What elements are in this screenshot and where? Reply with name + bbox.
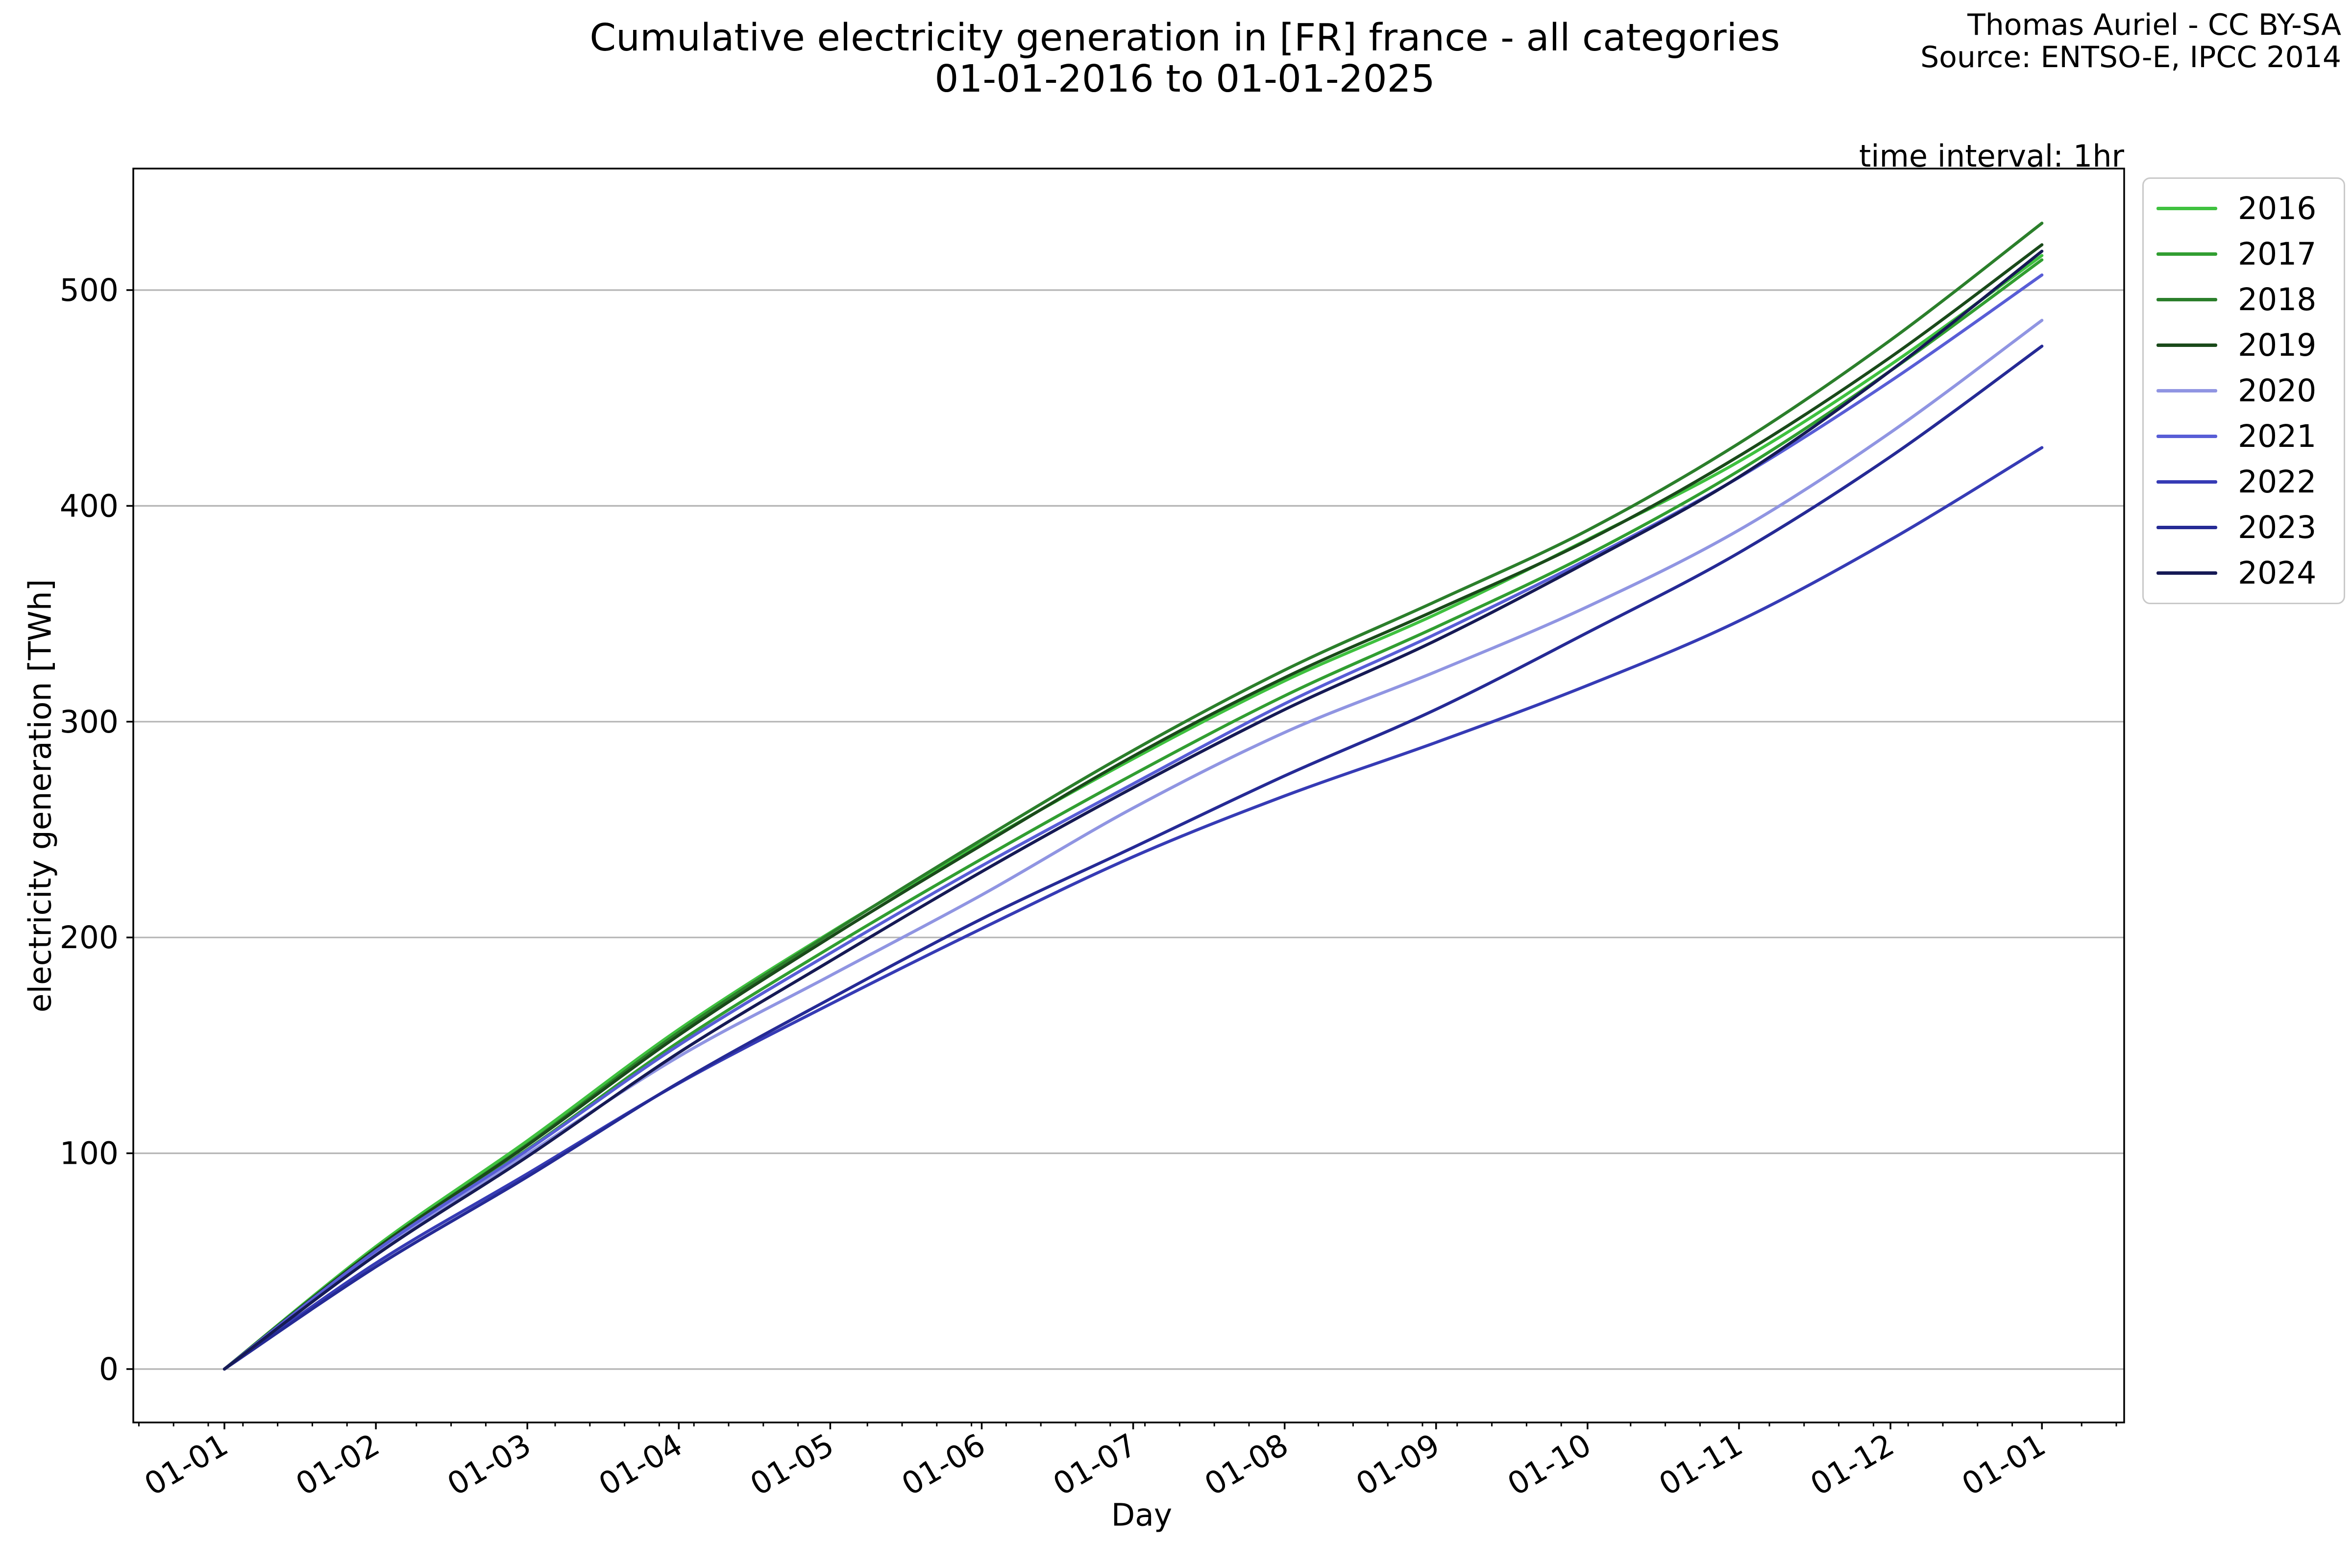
legend-label-2017: 2017 xyxy=(2238,236,2317,272)
legend-line-swatch-2022 xyxy=(2156,480,2217,484)
legend-item-2016: 2016 xyxy=(2144,186,2344,231)
legend-label-2018: 2018 xyxy=(2238,282,2317,318)
legend-line-swatch-2023 xyxy=(2156,526,2217,529)
legend-item-2018: 2018 xyxy=(2144,277,2344,322)
attribution: Thomas Auriel - CC BY-SA Source: ENTSO-E… xyxy=(1920,9,2341,74)
x-tick-label-3: 01-04 xyxy=(593,1427,688,1503)
x-tick-label-5: 01-06 xyxy=(896,1427,991,1503)
series-line-2016 xyxy=(222,254,2044,1371)
legend-line-swatch-2019 xyxy=(2156,343,2217,347)
legend-item-2021: 2021 xyxy=(2144,414,2344,459)
x-tick-label-7: 01-08 xyxy=(1199,1427,1294,1503)
legend: 2016 2017 2018 2019 2020 2021 2022 2023 2024 xyxy=(2142,177,2345,604)
chart-title: Cumulative electricity generation in [FR… xyxy=(589,18,1780,100)
series-line-2019 xyxy=(222,243,2044,1371)
series-line-2017 xyxy=(222,258,2044,1371)
legend-line-swatch-2017 xyxy=(2156,252,2217,256)
legend-label-2019: 2019 xyxy=(2238,327,2317,363)
series-line-2023 xyxy=(222,344,2044,1371)
legend-line-swatch-2018 xyxy=(2156,298,2217,301)
y-tick-label-300: 300 xyxy=(60,704,119,740)
x-tick-label-10: 01-11 xyxy=(1653,1427,1748,1503)
legend-line-swatch-2016 xyxy=(2156,207,2217,210)
plot-spines xyxy=(132,168,2125,1423)
legend-item-2024: 2024 xyxy=(2144,550,2344,596)
series-line-2024 xyxy=(222,249,2044,1371)
legend-item-2019: 2019 xyxy=(2144,322,2344,368)
x-tick-label-12: 01-01 xyxy=(1956,1427,2052,1503)
y-axis-label: electricity generation [TWh] xyxy=(22,579,58,1013)
y-tick-label-500: 500 xyxy=(60,272,119,308)
x-tick-label-11: 01-12 xyxy=(1805,1427,1900,1503)
legend-label-2024: 2024 xyxy=(2238,555,2317,591)
legend-label-2021: 2021 xyxy=(2238,418,2317,454)
y-tick-label-200: 200 xyxy=(60,920,119,956)
x-tick-label-1: 01-02 xyxy=(290,1427,386,1503)
legend-item-2023: 2023 xyxy=(2144,505,2344,550)
y-tick-label-100: 100 xyxy=(60,1136,119,1172)
y-tick-label-0: 0 xyxy=(99,1351,119,1387)
legend-label-2020: 2020 xyxy=(2238,373,2317,409)
series-line-2018 xyxy=(222,221,2044,1371)
legend-item-2022: 2022 xyxy=(2144,459,2344,505)
x-tick-label-0: 01-01 xyxy=(138,1427,234,1503)
chart-title-line1: Cumulative electricity generation in [FR… xyxy=(589,16,1780,60)
legend-line-swatch-2020 xyxy=(2156,389,2217,392)
legend-line-swatch-2024 xyxy=(2156,571,2217,575)
legend-item-2020: 2020 xyxy=(2144,368,2344,414)
y-tick-label-400: 400 xyxy=(60,488,119,524)
x-axis-label: Day xyxy=(1111,1497,1173,1533)
legend-item-2017: 2017 xyxy=(2144,231,2344,277)
legend-label-2023: 2023 xyxy=(2238,510,2317,545)
attribution-source: Source: ENTSO-E, IPCC 2014 xyxy=(1920,40,2341,74)
attribution-author: Thomas Auriel - CC BY-SA xyxy=(1967,8,2341,42)
x-tick-label-6: 01-07 xyxy=(1047,1427,1143,1503)
x-tick-label-2: 01-03 xyxy=(441,1427,537,1503)
series-line-2022 xyxy=(222,446,2044,1371)
x-tick-label-4: 01-05 xyxy=(744,1427,840,1503)
series-line-2020 xyxy=(222,318,2044,1371)
legend-label-2022: 2022 xyxy=(2238,464,2317,500)
legend-label-2016: 2016 xyxy=(2238,191,2317,226)
legend-line-swatch-2021 xyxy=(2156,435,2217,438)
x-tick-label-9: 01-10 xyxy=(1501,1427,1597,1503)
x-tick-label-8: 01-09 xyxy=(1350,1427,1446,1503)
chart-title-line2: 01-01-2016 to 01-01-2025 xyxy=(934,57,1435,101)
